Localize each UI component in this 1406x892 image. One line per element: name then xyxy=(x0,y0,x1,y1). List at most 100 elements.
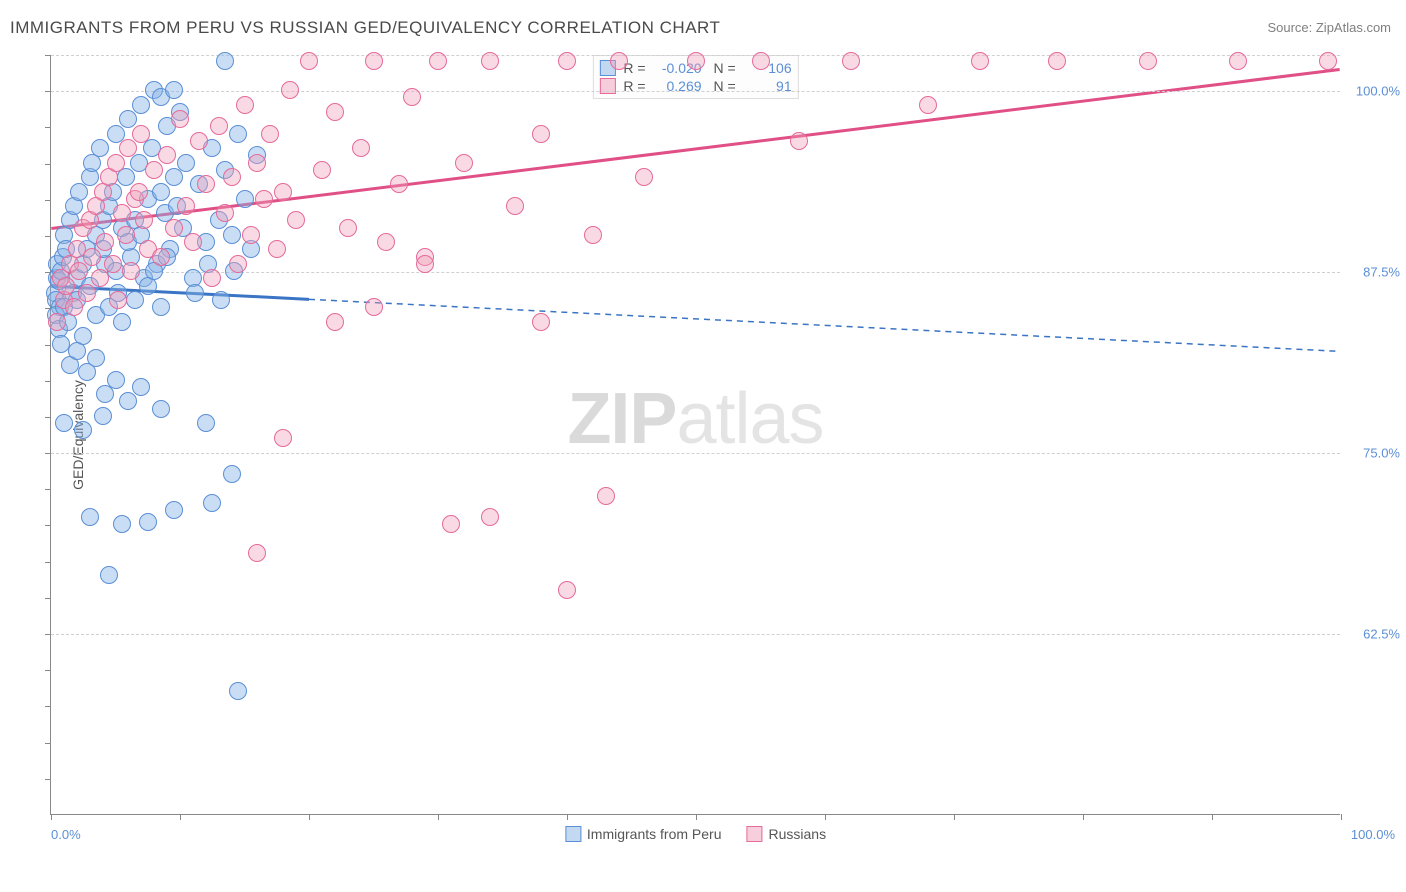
data-point xyxy=(57,277,75,295)
y-tick-label: 75.0% xyxy=(1345,446,1400,461)
y-tick xyxy=(45,598,51,599)
data-point xyxy=(48,313,66,331)
data-point xyxy=(119,392,137,410)
data-point xyxy=(158,146,176,164)
source-label: Source: ZipAtlas.com xyxy=(1267,20,1391,35)
data-point xyxy=(365,298,383,316)
x-tick xyxy=(1212,814,1213,820)
data-point xyxy=(177,154,195,172)
y-tick xyxy=(45,743,51,744)
data-point xyxy=(416,255,434,273)
data-point xyxy=(352,139,370,157)
data-point xyxy=(558,52,576,70)
data-point xyxy=(365,52,383,70)
data-point xyxy=(429,52,447,70)
data-point xyxy=(248,544,266,562)
data-point xyxy=(584,226,602,244)
trend-lines xyxy=(51,55,1340,814)
data-point xyxy=(132,125,150,143)
data-point xyxy=(190,132,208,150)
data-point xyxy=(55,414,73,432)
data-point xyxy=(481,508,499,526)
data-point xyxy=(455,154,473,172)
data-point xyxy=(165,219,183,237)
data-point xyxy=(100,566,118,584)
grid-line xyxy=(51,91,1340,92)
swatch-pink-icon xyxy=(747,826,763,842)
legend-label-peru: Immigrants from Peru xyxy=(587,826,722,842)
data-point xyxy=(274,429,292,447)
x-tick xyxy=(51,814,52,820)
data-point xyxy=(242,226,260,244)
data-point xyxy=(532,125,550,143)
data-point xyxy=(210,117,228,135)
y-tick xyxy=(45,670,51,671)
data-point xyxy=(255,190,273,208)
y-tick xyxy=(45,236,51,237)
legend-label-russians: Russians xyxy=(769,826,827,842)
y-tick xyxy=(45,489,51,490)
data-point xyxy=(184,233,202,251)
data-point xyxy=(635,168,653,186)
stats-row-russians: R = 0.269 N = 91 xyxy=(599,77,791,95)
x-tick xyxy=(954,814,955,820)
data-point xyxy=(1139,52,1157,70)
data-point xyxy=(119,139,137,157)
data-point xyxy=(171,110,189,128)
data-point xyxy=(96,233,114,251)
grid-line xyxy=(51,453,1340,454)
x-tick xyxy=(696,814,697,820)
y-tick xyxy=(45,562,51,563)
data-point xyxy=(130,183,148,201)
data-point xyxy=(752,52,770,70)
y-tick-label: 100.0% xyxy=(1345,84,1400,99)
data-point xyxy=(152,183,170,201)
data-point xyxy=(107,154,125,172)
data-point xyxy=(87,349,105,367)
data-point xyxy=(91,139,109,157)
data-point xyxy=(203,494,221,512)
watermark-atlas: atlas xyxy=(676,379,823,459)
data-point xyxy=(532,313,550,331)
data-point xyxy=(94,407,112,425)
x-tick xyxy=(180,814,181,820)
data-point xyxy=(287,211,305,229)
data-point xyxy=(78,284,96,302)
x-tick xyxy=(438,814,439,820)
data-point xyxy=(261,125,279,143)
data-point xyxy=(313,161,331,179)
data-point xyxy=(65,298,83,316)
x-tick xyxy=(825,814,826,820)
data-point xyxy=(107,371,125,389)
data-point xyxy=(1319,52,1337,70)
data-point xyxy=(197,175,215,193)
legend-item-peru: Immigrants from Peru xyxy=(565,826,722,842)
data-point xyxy=(117,226,135,244)
data-point xyxy=(186,284,204,302)
data-point xyxy=(842,52,860,70)
data-point xyxy=(152,298,170,316)
data-point xyxy=(248,154,266,172)
stats-n-label: N = xyxy=(710,60,736,76)
data-point xyxy=(236,96,254,114)
data-point xyxy=(152,400,170,418)
data-point xyxy=(687,52,705,70)
data-point xyxy=(481,52,499,70)
data-point xyxy=(268,240,286,258)
data-point xyxy=(403,88,421,106)
data-point xyxy=(81,508,99,526)
y-tick-label: 62.5% xyxy=(1345,627,1400,642)
y-tick xyxy=(45,525,51,526)
x-tick xyxy=(309,814,310,820)
data-point xyxy=(442,515,460,533)
plot-area: GED/Equivalency ZIPatlas R = -0.020 N = … xyxy=(50,55,1340,815)
data-point xyxy=(216,204,234,222)
y-tick xyxy=(45,91,51,92)
y-tick xyxy=(45,634,51,635)
data-point xyxy=(152,248,170,266)
data-point xyxy=(132,96,150,114)
data-point xyxy=(126,291,144,309)
watermark-zip: ZIP xyxy=(567,379,676,459)
y-tick xyxy=(45,127,51,128)
grid-line xyxy=(51,634,1340,635)
